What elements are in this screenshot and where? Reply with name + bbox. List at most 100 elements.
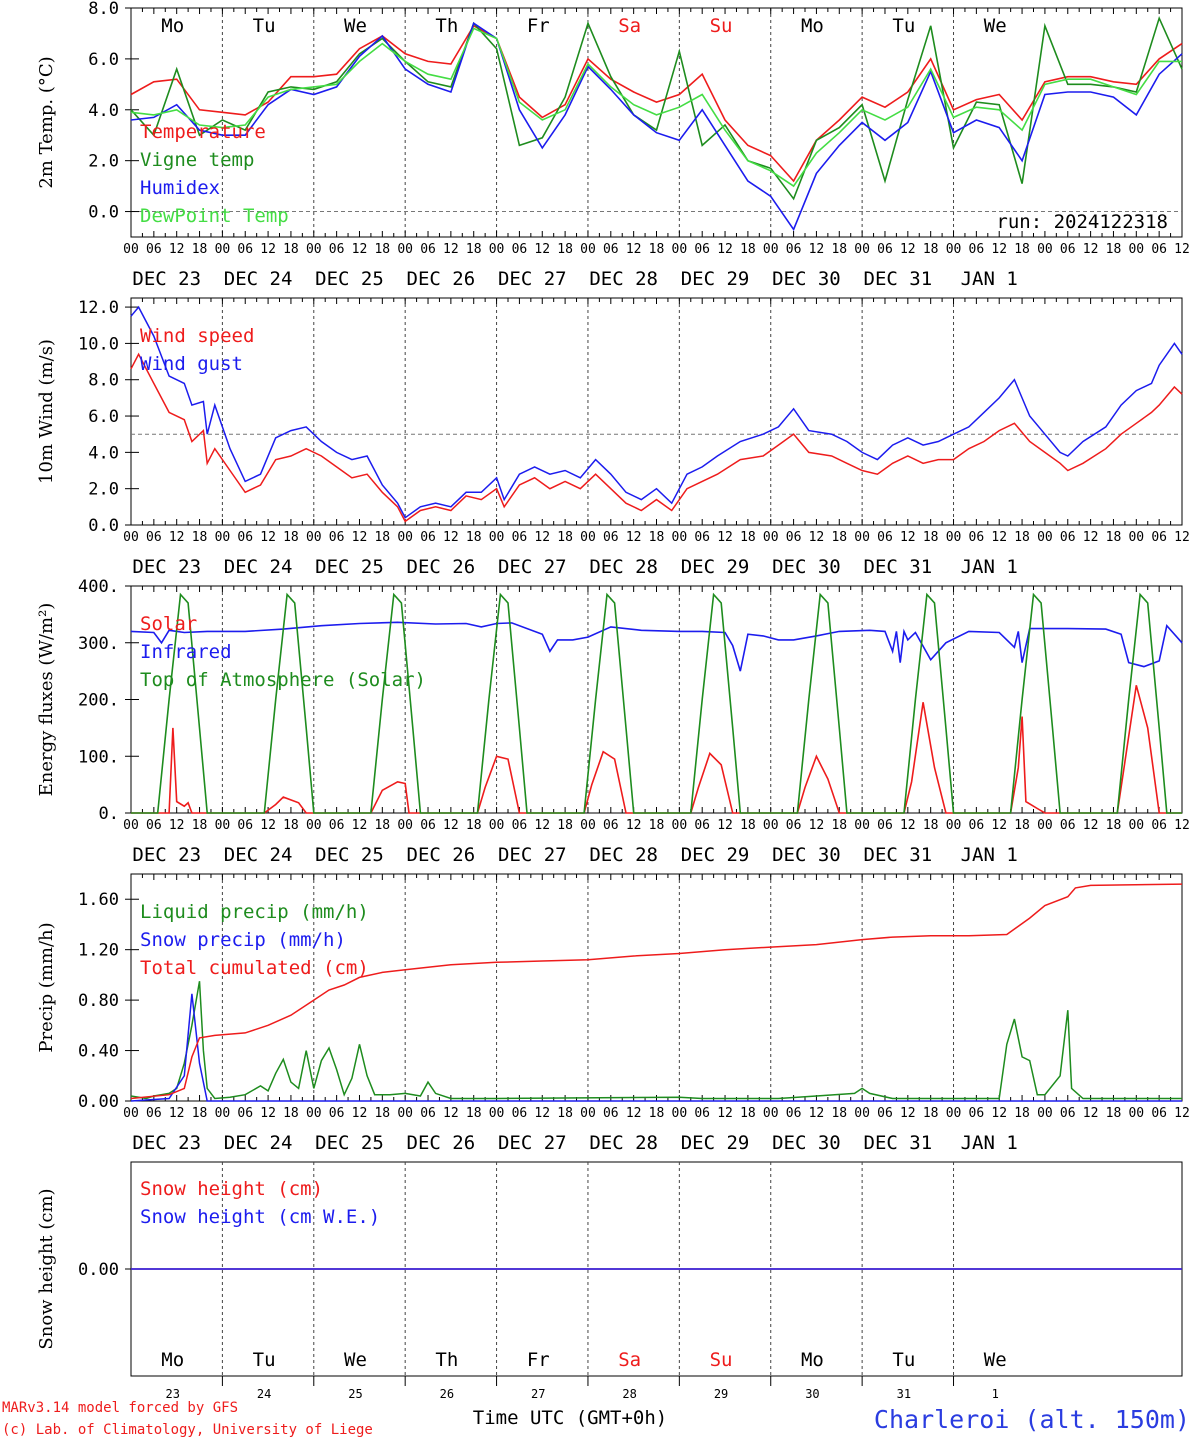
date-label: DEC 28 [589, 556, 658, 578]
hour-tick-label: 06 [1060, 530, 1076, 545]
hour-tick-label: 12 [443, 242, 459, 257]
hour-tick-label: 12 [352, 530, 368, 545]
run-label: run: 2024122318 [996, 211, 1168, 233]
plot-frame [130, 297, 1183, 526]
hour-tick-label: 00 [1128, 1106, 1144, 1121]
hour-tick-label: 06 [969, 242, 985, 257]
hour-tick-label: 06 [329, 242, 345, 257]
hour-tick-label: 18 [923, 818, 939, 833]
day-number-label: 1 [992, 1387, 999, 1401]
hour-tick-label: 18 [831, 530, 847, 545]
hour-tick-label: 06 [512, 530, 528, 545]
hour-tick-label: 12 [991, 818, 1007, 833]
date-label: DEC 23 [132, 1132, 201, 1154]
date-label: DEC 24 [224, 268, 293, 290]
series-line [131, 592, 1182, 814]
y-tick-label: 0.40 [78, 1042, 119, 1062]
hour-tick-label: 12 [809, 242, 825, 257]
hour-tick-label: 18 [557, 818, 573, 833]
hour-tick-label: 12 [717, 1106, 733, 1121]
weekday-label: Tu [253, 15, 276, 37]
x-axis-label: Time UTC (GMT+0h) [473, 1407, 667, 1429]
hour-tick-label: 12 [900, 530, 916, 545]
date-label: DEC 28 [589, 844, 658, 866]
hour-tick-label: 12 [809, 530, 825, 545]
date-label: DEC 29 [681, 1132, 750, 1154]
hour-tick-label: 06 [786, 1106, 802, 1121]
hour-tick-label: 18 [283, 818, 299, 833]
hour-tick-label: 00 [854, 1106, 870, 1121]
y-tick-label: 4.0 [88, 101, 119, 121]
hour-tick-label: 00 [946, 242, 962, 257]
hour-tick-label: 18 [557, 530, 573, 545]
y-tick-label: 8.0 [88, 371, 119, 391]
hour-tick-label: 12 [169, 530, 185, 545]
legend-entry: Wind speed [140, 325, 254, 347]
date-label: DEC 30 [772, 268, 841, 290]
date-label: DEC 24 [224, 556, 293, 578]
hour-tick-label: 00 [306, 242, 322, 257]
hour-tick-label: 12 [626, 818, 642, 833]
panel-5: 0.00 Snow height (cm) Snow height (cm) Snow… [36, 1161, 1183, 1401]
day-number-label: 29 [714, 1387, 728, 1401]
y-tick-label: 1.60 [78, 890, 119, 910]
date-label: DEC 24 [224, 844, 293, 866]
hour-tick-label: 06 [603, 1106, 619, 1121]
hour-tick-label: 00 [123, 242, 139, 257]
date-label: DEC 29 [681, 556, 750, 578]
station-label: Charleroi (alt. 150m) [874, 1405, 1190, 1434]
hour-tick-label: 12 [169, 1106, 185, 1121]
date-label: DEC 26 [407, 1132, 476, 1154]
hour-tick-label: 00 [306, 1106, 322, 1121]
date-label: DEC 26 [407, 844, 476, 866]
day-number-label: 30 [805, 1387, 819, 1401]
hour-tick-label: 06 [512, 1106, 528, 1121]
hour-tick-label: 18 [374, 1106, 390, 1121]
hour-tick-label: 12 [443, 818, 459, 833]
hour-tick-label: 12 [443, 1106, 459, 1121]
hour-tick-label: 12 [260, 818, 276, 833]
date-label: DEC 31 [864, 556, 933, 578]
hour-tick-label: 12 [352, 242, 368, 257]
hour-tick-label: 06 [786, 818, 802, 833]
y-tick-label: 0.0 [88, 203, 119, 223]
hour-tick-label: 06 [512, 242, 528, 257]
weekday-label: Mo [161, 1349, 184, 1371]
hour-tick-label: 00 [1037, 818, 1053, 833]
hour-tick-label: 12 [717, 242, 733, 257]
hour-tick-label: 06 [877, 530, 893, 545]
legend-entry: DewPoint Temp [140, 205, 289, 227]
date-label: DEC 29 [681, 268, 750, 290]
hour-tick-label: 18 [192, 818, 208, 833]
date-label: DEC 25 [315, 844, 384, 866]
hour-tick-label: 18 [1106, 818, 1122, 833]
hour-tick-label: 00 [854, 818, 870, 833]
panel-4: 0.00 0.40 0.80 1.20 1.60 Precip (mm/h) 00 06 12 1… [36, 873, 1190, 1154]
y-tick-label: 6.0 [88, 407, 119, 427]
date-label: DEC 27 [498, 1132, 567, 1154]
hour-tick-label: 06 [877, 1106, 893, 1121]
series-line [131, 685, 1182, 814]
day-number-label: 24 [257, 1387, 271, 1401]
hour-tick-label: 06 [1151, 530, 1167, 545]
hour-tick-label: 00 [306, 530, 322, 545]
hour-tick-label: 06 [969, 530, 985, 545]
hour-tick-label: 18 [831, 1106, 847, 1121]
hour-tick-label: 18 [1014, 530, 1030, 545]
date-label: DEC 23 [132, 844, 201, 866]
hour-tick-label: 12 [169, 242, 185, 257]
hour-tick-label: 00 [672, 1106, 688, 1121]
date-label: DEC 27 [498, 844, 567, 866]
hour-tick-label: 06 [603, 530, 619, 545]
date-label: DEC 27 [498, 556, 567, 578]
y-axis-title: Precip (mm/h) [36, 922, 57, 1052]
hour-tick-label: 06 [237, 530, 253, 545]
hour-tick-label: 12 [169, 818, 185, 833]
date-label: DEC 31 [864, 844, 933, 866]
hour-tick-label: 12 [900, 818, 916, 833]
hour-tick-label: 06 [786, 242, 802, 257]
hour-tick-label: 18 [649, 818, 665, 833]
hour-tick-label: 00 [397, 530, 413, 545]
hour-tick-label: 18 [374, 818, 390, 833]
weekday-label: Sa [618, 1349, 641, 1371]
